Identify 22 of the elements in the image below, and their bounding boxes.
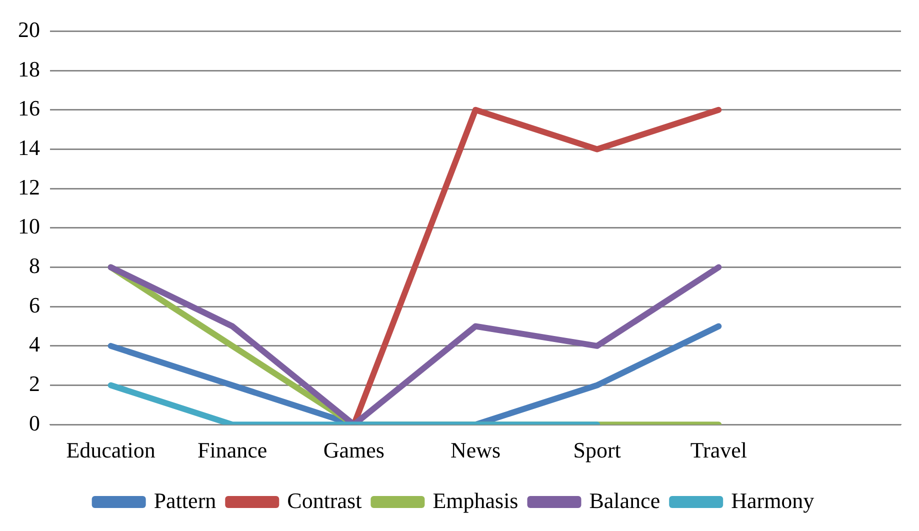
x-tick-label: News (450, 438, 501, 463)
x-tick-label: Travel (690, 438, 747, 463)
legend-label: Balance (589, 488, 660, 513)
legend-label: Emphasis (432, 488, 518, 513)
x-tick-label: Games (323, 438, 384, 463)
y-tick-label: 6 (29, 292, 40, 318)
y-tick-label: 16 (18, 96, 40, 121)
y-tick-label: 20 (18, 16, 40, 42)
x-tick-label: Finance (198, 438, 268, 463)
y-tick-label: 12 (18, 174, 40, 200)
y-tick-label: 14 (18, 135, 40, 160)
y-tick-label: 2 (29, 371, 40, 396)
y-tick-label: 8 (29, 253, 40, 278)
x-tick-label: Education (66, 438, 156, 463)
legend-label: Harmony (731, 488, 814, 513)
y-tick-label: 0 (29, 410, 40, 436)
y-tick-label: 10 (18, 214, 40, 239)
legend-label: Pattern (154, 488, 216, 513)
y-tick-label: 18 (18, 56, 40, 82)
y-tick-label: 4 (29, 332, 40, 357)
legend-label: Contrast (287, 488, 362, 513)
x-tick-label: Sport (573, 438, 621, 463)
